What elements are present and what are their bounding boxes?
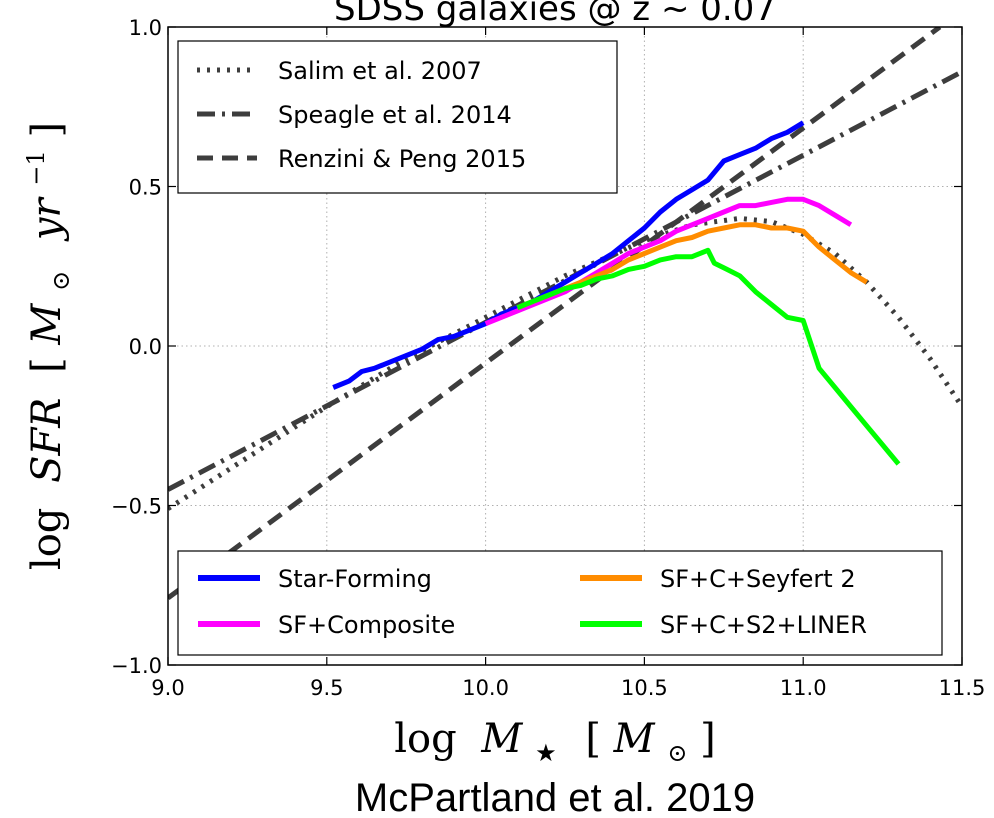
legend-reference: Salim et al. 2007 Speagle et al. 2014 Renz…: [177, 40, 618, 194]
x-axis-label-unit: M: [613, 716, 656, 762]
ref-line-renzini-peng-2015: [168, 27, 942, 601]
y-tick-label: −0.5: [111, 495, 162, 519]
x-axis-label-unit-sub: ⊙: [667, 739, 687, 767]
x-axis-label-log: log: [394, 716, 456, 762]
series-lines: [332, 120, 901, 466]
legend-samples-box: [177, 550, 943, 656]
legend-ref-label: Renzini & Peng 2015: [278, 145, 526, 173]
y-axis-label-unit-open: [: [24, 357, 70, 373]
legend-sample-label: Star-Forming: [278, 565, 432, 593]
x-tick-labels: 9.0 9.5 10.0 10.5 11.0 11.5: [151, 676, 985, 700]
x-axis-label-sub: ★: [535, 739, 557, 767]
legend-ref-label: Salim et al. 2007: [278, 57, 482, 85]
x-tick-label: 11.5: [939, 676, 986, 700]
x-axis-label: log M ★ [ M ⊙ ]: [394, 716, 716, 771]
y-axis-label-unit-sub: ⊙: [47, 271, 75, 291]
x-tick-label: 10.5: [621, 676, 668, 700]
x-tick-label: 9.5: [310, 676, 343, 700]
y-tick-label: −1.0: [111, 654, 162, 678]
reference-lines: [168, 27, 962, 601]
ticks: [167, 26, 963, 666]
legend-ref-label: Speagle et al. 2014: [278, 101, 512, 129]
y-axis-label-symbol: SFR: [24, 398, 70, 483]
y-tick-label: 0.5: [129, 176, 162, 200]
x-tick-label: 9.0: [151, 676, 184, 700]
y-axis-label-log: log: [24, 508, 70, 570]
legend-samples: Star-Forming SF+Composite SF+C+Seyfert 2 SF…: [177, 550, 943, 656]
y-axis-label-unit-2: yr: [24, 195, 70, 242]
credit: McPartland et al. 2019: [355, 776, 755, 818]
legend-sample-label: SF+C+Seyfert 2: [660, 565, 856, 593]
y-tick-labels: −1.0 −0.5 0.0 0.5 1.0: [111, 16, 162, 678]
y-tick-label: 1.0: [129, 16, 162, 40]
legend-sample-label: SF+Composite: [278, 611, 455, 639]
ref-line-salim-et-al-2007: [168, 215, 962, 511]
legend-reference-box: [177, 40, 618, 194]
x-axis-label-unit-open: [: [585, 716, 601, 762]
x-tick-label: 11.0: [780, 676, 827, 700]
x-axis-label-symbol: M: [480, 716, 523, 762]
ref-line-speagle-et-al-2014: [168, 69, 962, 492]
series-line-sf-composite: [484, 196, 853, 327]
chart-title: SDSS galaxies @ z ~ 0.07: [334, 0, 776, 29]
x-axis-label-unit-close: ]: [700, 716, 716, 762]
series-line-sf-c-s2-liner: [516, 247, 901, 466]
y-tick-label: 0.0: [129, 335, 162, 359]
y-axis-label-unit-close: ]: [24, 122, 70, 138]
y-axis-label-unit-sup: −1: [22, 150, 50, 185]
series-line-star-forming: [332, 120, 805, 390]
y-axis-label: log SFR [ M ⊙ yr −1 ]: [8, 122, 79, 570]
legend-sample-label: SF+C+S2+LINER: [660, 611, 867, 639]
x-tick-label: 10.0: [462, 676, 509, 700]
y-axis-label-unit: M: [24, 303, 70, 346]
